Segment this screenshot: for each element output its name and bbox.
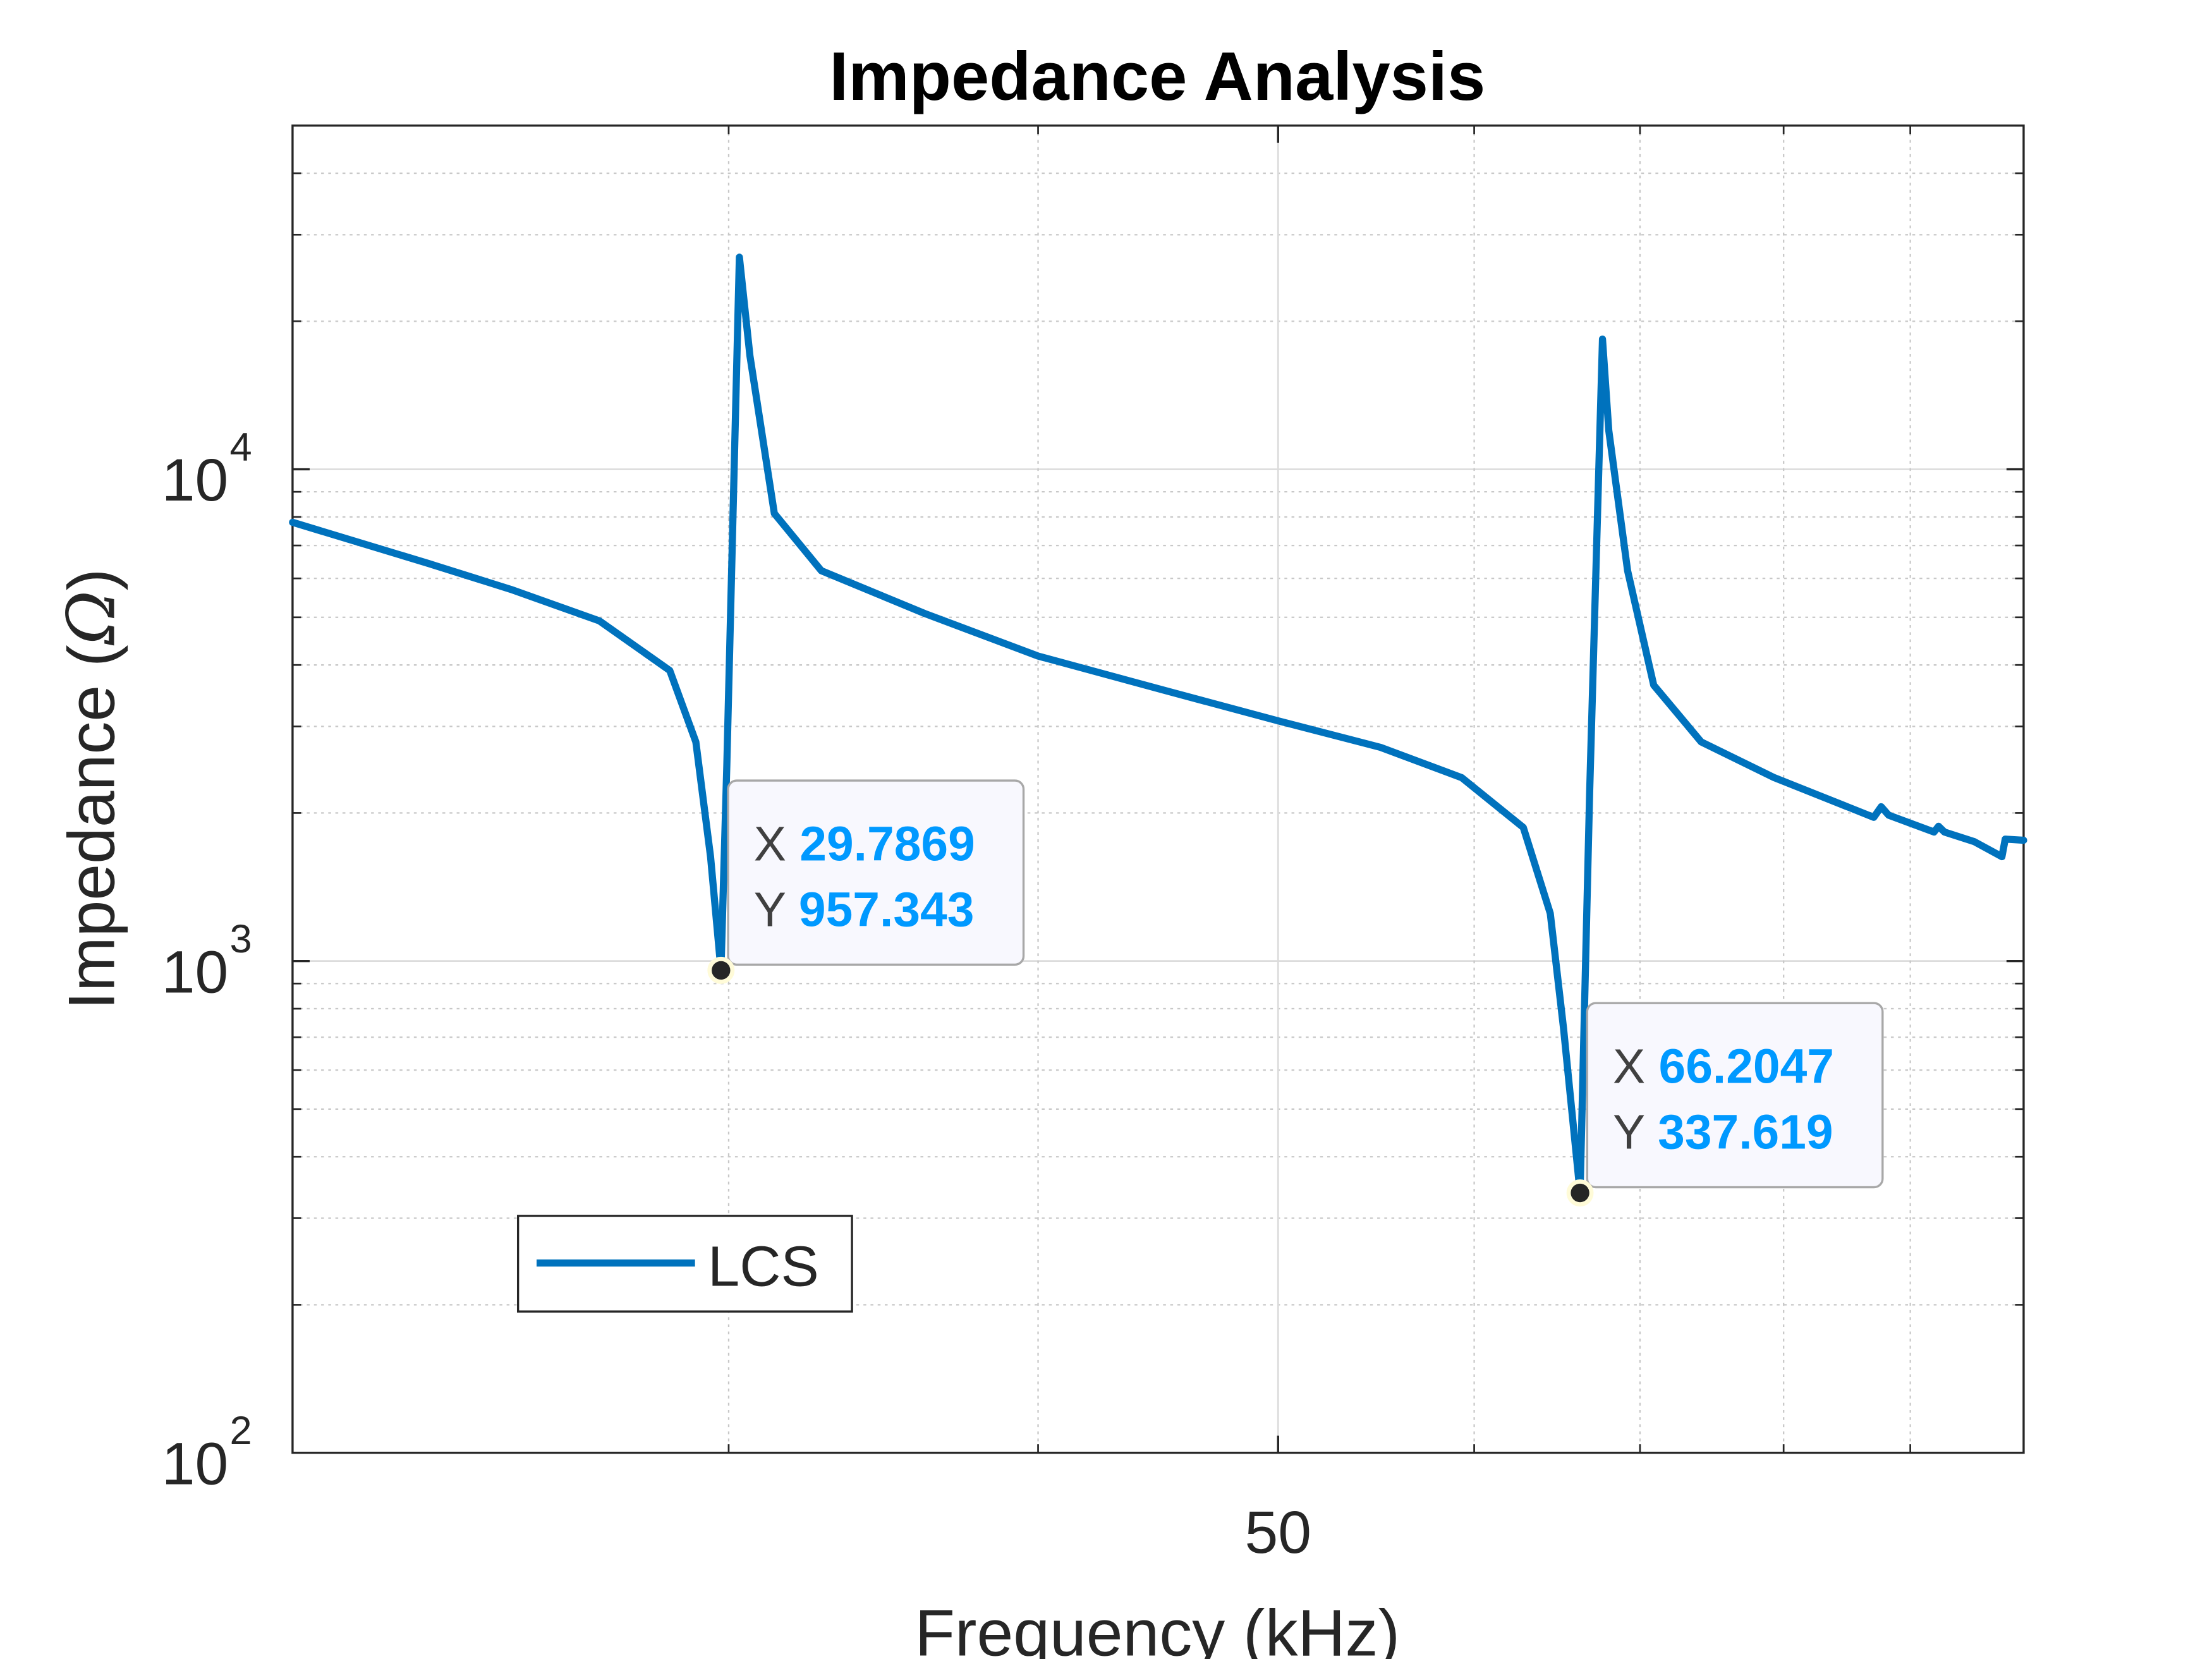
y-tick-base: 10	[162, 939, 228, 1006]
datatip-box	[1586, 1002, 1884, 1189]
y-axis-label-close: )	[56, 569, 129, 591]
datatip-x-row: X 29.7869	[754, 817, 975, 871]
plot-area[interactable]	[289, 253, 2027, 1197]
datatip-y-row: Y 957.343	[754, 883, 975, 937]
axes-box	[291, 125, 2025, 1454]
datatip-y-row: Y 337.619	[1613, 1106, 1833, 1160]
series-line-lcs[interactable]	[289, 253, 2027, 1197]
y-tick-exponent: 4	[230, 425, 252, 470]
y-tick-label: 10	[162, 1430, 228, 1497]
datatip-x-value: 66.2047	[1659, 1040, 1834, 1094]
datatip-x-row: X 66.2047	[1613, 1040, 1834, 1094]
y-tick-label: 10	[162, 447, 228, 514]
y-tick-exponent: 2	[230, 1409, 252, 1453]
datatip-y-label: Y	[754, 883, 799, 937]
y-tick-exponent: 3	[230, 917, 252, 961]
chart-title: Impedance Analysis	[829, 38, 1485, 114]
y-tick-base: 10	[162, 447, 228, 514]
datatip-marker	[707, 956, 735, 984]
datatip-y-value: 337.619	[1658, 1106, 1833, 1160]
x-axis-label: Frequency (kHz)	[915, 1596, 1400, 1659]
datatip-x-label: X	[754, 817, 800, 871]
datatip-x-label: X	[1613, 1040, 1659, 1094]
legend[interactable]: LCS	[516, 1215, 853, 1313]
datatip-y-value: 957.343	[799, 883, 975, 937]
y-tick-label: 10	[162, 939, 228, 1006]
y-axis-label-text: Impedance (	[56, 645, 129, 1009]
datatip-x-value: 29.7869	[799, 817, 975, 871]
y-tick-base: 10	[162, 1430, 228, 1497]
x-tick-label: 50	[1245, 1499, 1311, 1566]
legend-label-lcs: LCS	[708, 1235, 819, 1299]
y-axis-label: Impedance (Ω)	[54, 569, 130, 1010]
datatip-box	[727, 779, 1025, 966]
datatip-y-label: Y	[1613, 1106, 1658, 1160]
y-axis-label-omega: Ω	[54, 590, 130, 646]
datatip-marker	[1566, 1179, 1594, 1207]
